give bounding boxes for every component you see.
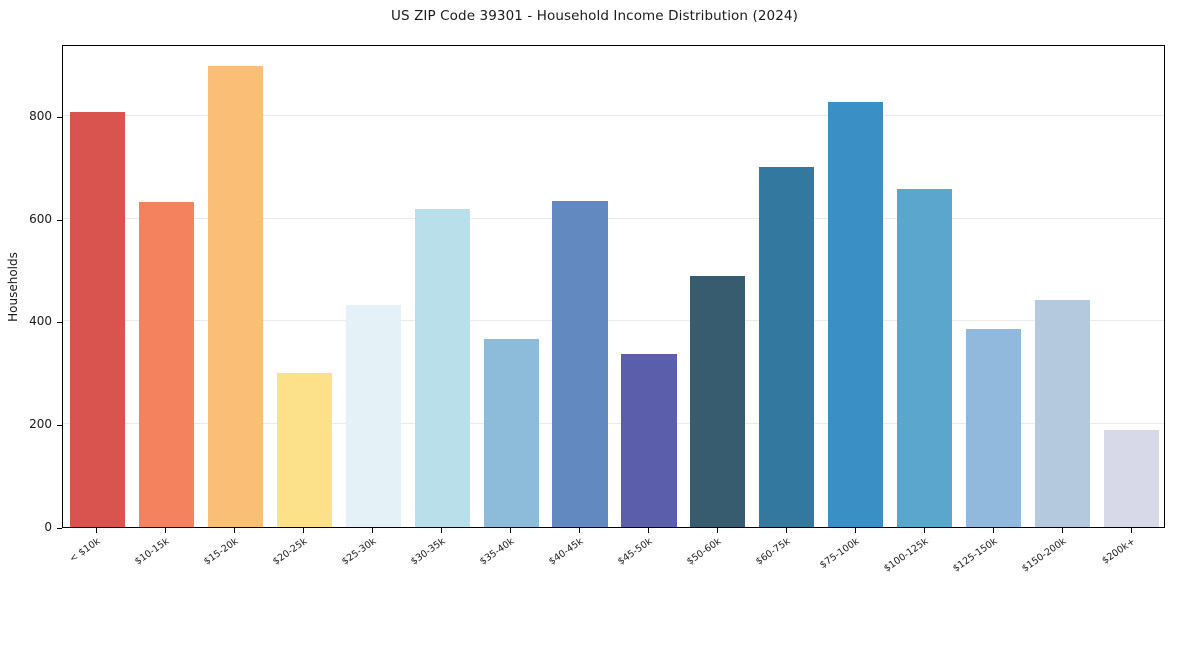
x-tick-mark (510, 528, 512, 533)
x-tick-mark (441, 528, 443, 533)
bar (621, 353, 677, 527)
bar (552, 201, 608, 527)
gridline (63, 320, 1164, 322)
x-tick-mark (923, 528, 925, 533)
x-tick-mark (992, 528, 994, 533)
x-axis-ticks: < $10k $10-15k $15-20k $20-25k $25-30k $30-35… (62, 528, 1165, 590)
bar (897, 189, 953, 527)
x-tick-mark (234, 528, 236, 533)
bar (414, 209, 470, 527)
bar (483, 339, 539, 527)
bar (1035, 300, 1091, 527)
x-tick-mark (303, 528, 305, 533)
y-tick-label: 400 (29, 314, 52, 329)
x-tick-mark (579, 528, 581, 533)
x-tick-mark (647, 528, 649, 533)
y-tick-mark (57, 219, 62, 221)
x-tick-mark (96, 528, 98, 533)
gridline (63, 423, 1164, 425)
x-tick-mark (1130, 528, 1132, 533)
bar (966, 329, 1022, 527)
plot-area (62, 45, 1165, 528)
bar (138, 201, 194, 527)
x-tick-mark (854, 528, 856, 533)
y-tick-label: 600 (29, 211, 52, 226)
y-tick-mark (57, 425, 62, 427)
y-tick-label: 200 (29, 417, 52, 432)
x-tick-mark (1061, 528, 1063, 533)
bar (207, 65, 263, 527)
y-tick-mark (57, 116, 62, 118)
bar (276, 373, 332, 527)
bar (759, 166, 815, 527)
y-tick-mark (57, 322, 62, 324)
y-tick-label: 0 (44, 520, 52, 534)
x-tick-mark (785, 528, 787, 533)
bar-series (63, 46, 1164, 527)
y-tick-mark (57, 528, 62, 529)
bar (69, 112, 126, 527)
gridline (63, 217, 1164, 219)
gridline (63, 114, 1164, 116)
x-tick-mark (165, 528, 167, 533)
x-tick-mark (716, 528, 718, 533)
y-tick-label: 800 (29, 108, 52, 123)
chart-title: US ZIP Code 39301 - Household Income Dis… (391, 8, 798, 24)
bar (828, 101, 884, 527)
bar (345, 305, 401, 527)
x-tick-mark (372, 528, 374, 533)
chart-figure: US ZIP Code 39301 - Household Income Dis… (0, 8, 1165, 590)
y-axis-ticks: 0 200 400 600 800 (0, 45, 62, 534)
bar (690, 275, 746, 527)
bar (1103, 430, 1160, 527)
